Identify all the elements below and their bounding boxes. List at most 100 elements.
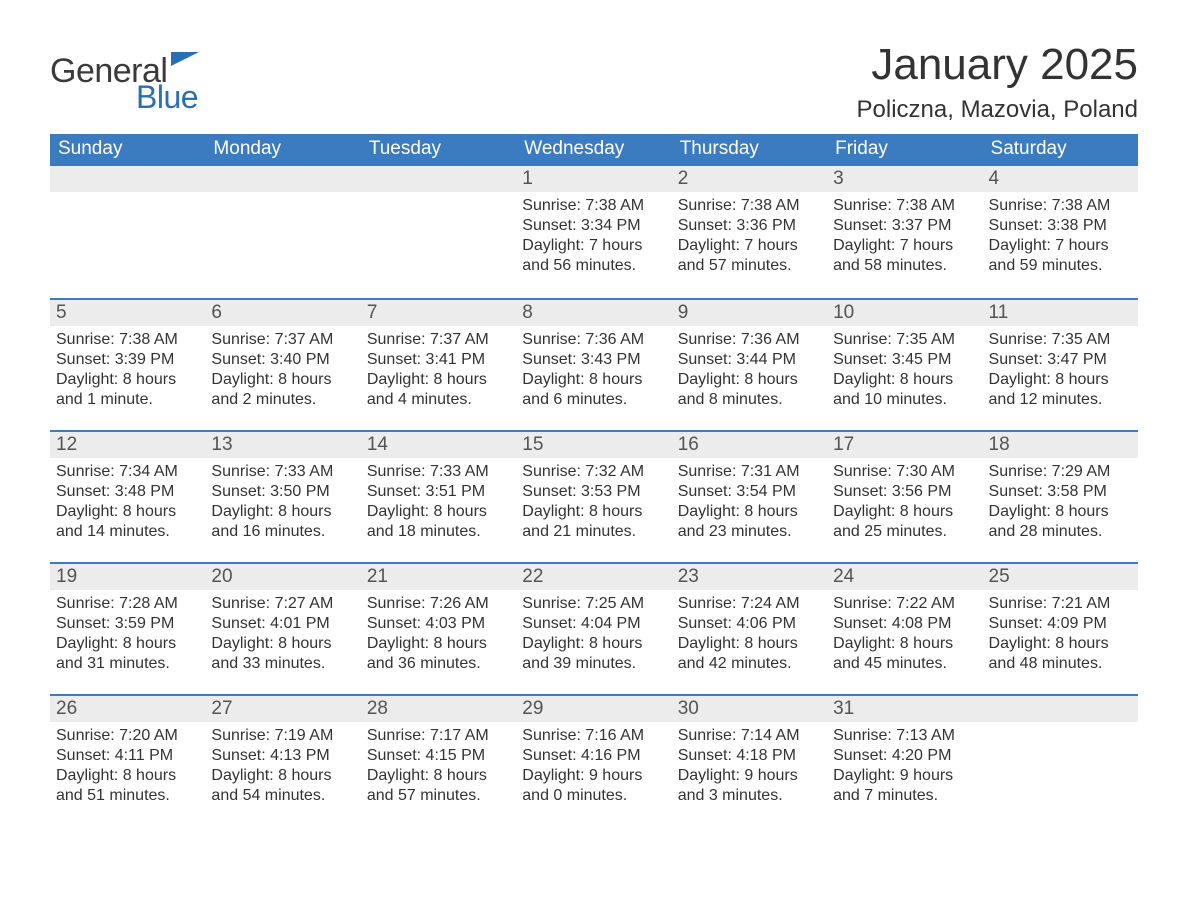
sunset-text: Sunset: 3:50 PM	[211, 482, 354, 502]
sunset-text: Sunset: 4:01 PM	[211, 614, 354, 634]
day-number: 7	[361, 300, 516, 326]
day-body: Sunrise: 7:32 AMSunset: 3:53 PMDaylight:…	[516, 458, 671, 552]
daylight-text-1: Daylight: 8 hours	[56, 502, 199, 522]
sunrise-text: Sunrise: 7:34 AM	[56, 462, 199, 482]
daylight-text-1: Daylight: 8 hours	[211, 634, 354, 654]
day-body: Sunrise: 7:28 AMSunset: 3:59 PMDaylight:…	[50, 590, 205, 684]
day-header-wed: Wednesday	[516, 134, 671, 166]
sunrise-text: Sunrise: 7:27 AM	[211, 594, 354, 614]
daylight-text-2: and 45 minutes.	[833, 654, 976, 674]
day-number: 28	[361, 696, 516, 722]
daylight-text-2: and 21 minutes.	[522, 522, 665, 542]
day-body: Sunrise: 7:27 AMSunset: 4:01 PMDaylight:…	[205, 590, 360, 684]
sunset-text: Sunset: 3:36 PM	[678, 216, 821, 236]
day-header-row: Sunday Monday Tuesday Wednesday Thursday…	[50, 134, 1138, 166]
day-body: Sunrise: 7:38 AMSunset: 3:36 PMDaylight:…	[672, 192, 827, 286]
day-body: Sunrise: 7:38 AMSunset: 3:39 PMDaylight:…	[50, 326, 205, 420]
daylight-text-1: Daylight: 9 hours	[678, 766, 821, 786]
day-number: 8	[516, 300, 671, 326]
daylight-text-2: and 59 minutes.	[989, 256, 1132, 276]
sunrise-text: Sunrise: 7:33 AM	[211, 462, 354, 482]
day-number: 27	[205, 696, 360, 722]
daylight-text-1: Daylight: 8 hours	[211, 766, 354, 786]
day-number: 1	[516, 166, 671, 192]
day-body: Sunrise: 7:38 AMSunset: 3:38 PMDaylight:…	[983, 192, 1138, 286]
daylight-text-1: Daylight: 8 hours	[367, 502, 510, 522]
day-body: Sunrise: 7:20 AMSunset: 4:11 PMDaylight:…	[50, 722, 205, 816]
month-title: January 2025	[857, 40, 1138, 90]
location-text: Policzna, Mazovia, Poland	[857, 96, 1138, 124]
sunrise-text: Sunrise: 7:35 AM	[989, 330, 1132, 350]
daylight-text-2: and 18 minutes.	[367, 522, 510, 542]
sunset-text: Sunset: 3:40 PM	[211, 350, 354, 370]
day-cell: 27Sunrise: 7:19 AMSunset: 4:13 PMDayligh…	[205, 696, 360, 826]
brand-logo: General Blue	[50, 40, 199, 116]
sunrise-text: Sunrise: 7:38 AM	[833, 196, 976, 216]
week-row: 19Sunrise: 7:28 AMSunset: 3:59 PMDayligh…	[50, 562, 1138, 694]
day-cell: 17Sunrise: 7:30 AMSunset: 3:56 PMDayligh…	[827, 432, 982, 562]
day-body: Sunrise: 7:29 AMSunset: 3:58 PMDaylight:…	[983, 458, 1138, 552]
day-cell: 3Sunrise: 7:38 AMSunset: 3:37 PMDaylight…	[827, 166, 982, 298]
day-body: Sunrise: 7:37 AMSunset: 3:40 PMDaylight:…	[205, 326, 360, 420]
day-number: 20	[205, 564, 360, 590]
sunset-text: Sunset: 3:56 PM	[833, 482, 976, 502]
sunrise-text: Sunrise: 7:31 AM	[678, 462, 821, 482]
sunset-text: Sunset: 3:54 PM	[678, 482, 821, 502]
daylight-text-1: Daylight: 8 hours	[833, 502, 976, 522]
sunrise-text: Sunrise: 7:38 AM	[989, 196, 1132, 216]
daylight-text-2: and 10 minutes.	[833, 390, 976, 410]
daylight-text-1: Daylight: 9 hours	[833, 766, 976, 786]
sunset-text: Sunset: 3:45 PM	[833, 350, 976, 370]
sunset-text: Sunset: 3:58 PM	[989, 482, 1132, 502]
day-body: Sunrise: 7:17 AMSunset: 4:15 PMDaylight:…	[361, 722, 516, 816]
daylight-text-1: Daylight: 8 hours	[56, 634, 199, 654]
day-number: 30	[672, 696, 827, 722]
sunrise-text: Sunrise: 7:16 AM	[522, 726, 665, 746]
day-cell: 30Sunrise: 7:14 AMSunset: 4:18 PMDayligh…	[672, 696, 827, 826]
day-body: Sunrise: 7:36 AMSunset: 3:44 PMDaylight:…	[672, 326, 827, 420]
daylight-text-1: Daylight: 8 hours	[522, 502, 665, 522]
day-body: Sunrise: 7:24 AMSunset: 4:06 PMDaylight:…	[672, 590, 827, 684]
sunrise-text: Sunrise: 7:20 AM	[56, 726, 199, 746]
day-number: 3	[827, 166, 982, 192]
sunset-text: Sunset: 4:06 PM	[678, 614, 821, 634]
sunset-text: Sunset: 3:39 PM	[56, 350, 199, 370]
day-cell: 24Sunrise: 7:22 AMSunset: 4:08 PMDayligh…	[827, 564, 982, 694]
sunset-text: Sunset: 4:04 PM	[522, 614, 665, 634]
day-cell: 4Sunrise: 7:38 AMSunset: 3:38 PMDaylight…	[983, 166, 1138, 298]
sunset-text: Sunset: 3:48 PM	[56, 482, 199, 502]
day-cell: 1Sunrise: 7:38 AMSunset: 3:34 PMDaylight…	[516, 166, 671, 298]
day-number: 5	[50, 300, 205, 326]
daylight-text-2: and 58 minutes.	[833, 256, 976, 276]
day-number: 29	[516, 696, 671, 722]
daylight-text-1: Daylight: 8 hours	[522, 634, 665, 654]
day-body: Sunrise: 7:33 AMSunset: 3:50 PMDaylight:…	[205, 458, 360, 552]
daylight-text-2: and 31 minutes.	[56, 654, 199, 674]
day-number: 24	[827, 564, 982, 590]
daylight-text-1: Daylight: 7 hours	[989, 236, 1132, 256]
sunrise-text: Sunrise: 7:21 AM	[989, 594, 1132, 614]
day-cell: 21Sunrise: 7:26 AMSunset: 4:03 PMDayligh…	[361, 564, 516, 694]
daylight-text-2: and 33 minutes.	[211, 654, 354, 674]
daylight-text-2: and 57 minutes.	[678, 256, 821, 276]
daylight-text-1: Daylight: 8 hours	[367, 370, 510, 390]
day-header-fri: Friday	[827, 134, 982, 166]
sunset-text: Sunset: 4:03 PM	[367, 614, 510, 634]
sunrise-text: Sunrise: 7:37 AM	[367, 330, 510, 350]
sunrise-text: Sunrise: 7:33 AM	[367, 462, 510, 482]
day-cell: 10Sunrise: 7:35 AMSunset: 3:45 PMDayligh…	[827, 300, 982, 430]
sunset-text: Sunset: 4:15 PM	[367, 746, 510, 766]
sunset-text: Sunset: 4:16 PM	[522, 746, 665, 766]
sunrise-text: Sunrise: 7:13 AM	[833, 726, 976, 746]
day-body: Sunrise: 7:22 AMSunset: 4:08 PMDaylight:…	[827, 590, 982, 684]
day-number: 11	[983, 300, 1138, 326]
day-body: Sunrise: 7:34 AMSunset: 3:48 PMDaylight:…	[50, 458, 205, 552]
sunrise-text: Sunrise: 7:32 AM	[522, 462, 665, 482]
day-cell: 25Sunrise: 7:21 AMSunset: 4:09 PMDayligh…	[983, 564, 1138, 694]
day-cell: 8Sunrise: 7:36 AMSunset: 3:43 PMDaylight…	[516, 300, 671, 430]
day-cell: 11Sunrise: 7:35 AMSunset: 3:47 PMDayligh…	[983, 300, 1138, 430]
daylight-text-1: Daylight: 8 hours	[833, 370, 976, 390]
sunrise-text: Sunrise: 7:36 AM	[522, 330, 665, 350]
day-cell: 12Sunrise: 7:34 AMSunset: 3:48 PMDayligh…	[50, 432, 205, 562]
logo-word2: Blue	[136, 79, 198, 116]
